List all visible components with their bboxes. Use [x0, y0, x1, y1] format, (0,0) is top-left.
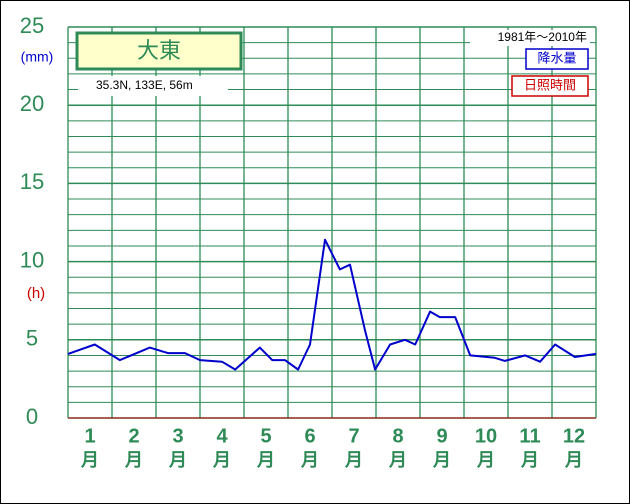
period: 1981年〜2010年 — [498, 30, 587, 44]
x-unit-label: 月 — [124, 450, 143, 470]
x-tick-label: 7 — [348, 425, 359, 447]
x-tick-label: 9 — [436, 425, 447, 447]
legend-box — [525, 48, 589, 70]
x-tick-label: 6 — [304, 425, 315, 447]
y-tick-label: 5 — [26, 326, 38, 351]
period-bg — [470, 30, 590, 46]
location: 35.3N, 133E, 56m — [96, 78, 193, 92]
x-unit-label: 月 — [388, 450, 407, 470]
y-tick-label: 0 — [26, 404, 38, 429]
legend-label: 降水量 — [537, 50, 576, 65]
x-tick-label: 12 — [563, 425, 585, 447]
station-box — [75, 31, 243, 71]
x-unit-label: 月 — [432, 450, 451, 470]
x-unit-label: 月 — [80, 450, 99, 470]
location-bg — [78, 76, 228, 96]
x-unit-label: 月 — [256, 450, 275, 470]
x-unit-label: 月 — [168, 450, 187, 470]
y-unit-right: (h) — [27, 285, 45, 302]
x-unit-label: 月 — [476, 450, 495, 470]
y-tick-label: 20 — [20, 91, 44, 116]
x-tick-label: 4 — [216, 425, 228, 447]
x-unit-label: 月 — [344, 450, 363, 470]
y-tick-label: 10 — [20, 247, 44, 272]
x-unit-label: 月 — [300, 450, 319, 470]
y-unit-left: (mm) — [21, 49, 54, 65]
y-tick-label: 25 — [20, 13, 44, 38]
y-tick-label: 15 — [20, 169, 44, 194]
x-unit-label: 月 — [212, 450, 231, 470]
x-tick-label: 10 — [475, 425, 497, 447]
legend-label: 日照時間 — [524, 77, 576, 92]
x-tick-label: 3 — [172, 425, 183, 447]
x-tick-label: 11 — [519, 425, 540, 447]
x-tick-label: 8 — [392, 425, 403, 447]
station-name: 大東 — [137, 38, 181, 63]
legend-box — [511, 75, 589, 97]
x-unit-label: 月 — [520, 450, 539, 470]
x-tick-label: 2 — [128, 425, 139, 447]
data-line — [67, 238, 597, 371]
x-unit-label: 月 — [564, 450, 583, 470]
x-tick-label: 1 — [84, 425, 95, 447]
x-tick-label: 5 — [260, 425, 271, 447]
